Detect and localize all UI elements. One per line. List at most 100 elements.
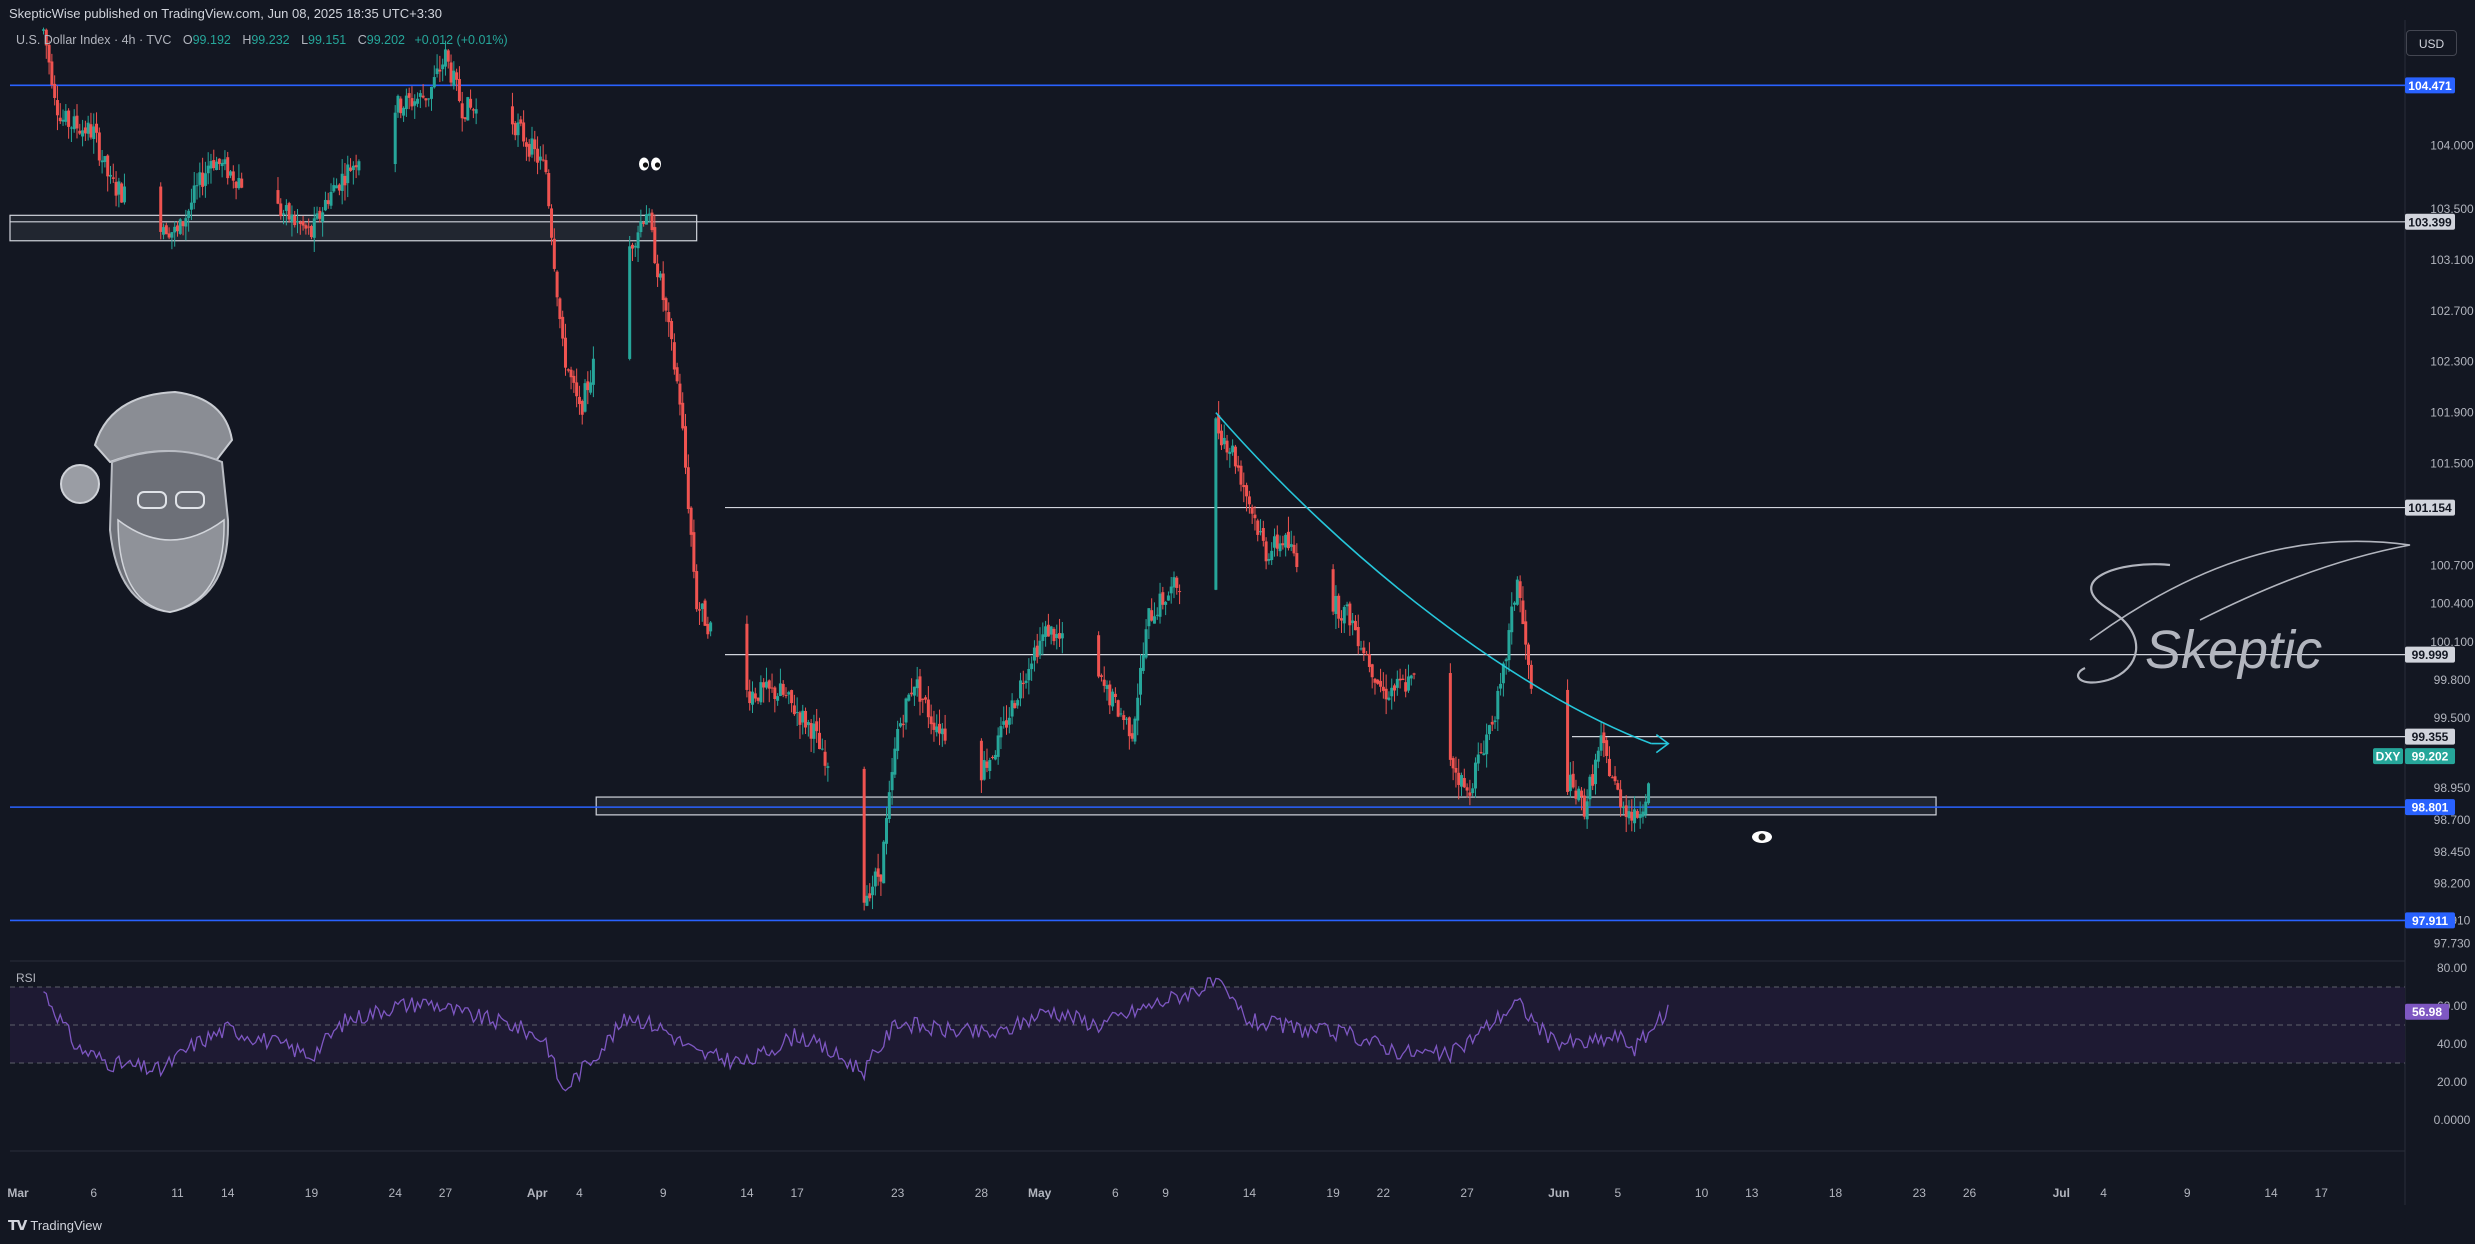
candle-body xyxy=(1219,430,1223,446)
candle xyxy=(1130,724,1134,742)
candle-body xyxy=(661,273,665,301)
candle xyxy=(1261,520,1265,547)
candle-body xyxy=(1169,586,1173,594)
candle-body xyxy=(536,148,540,163)
candle-body xyxy=(181,221,185,227)
price-tick-11: 99.500 xyxy=(2434,711,2471,725)
candle-body xyxy=(884,818,888,844)
candle-body xyxy=(1261,528,1265,541)
candle-body xyxy=(290,214,294,222)
candle xyxy=(653,214,657,265)
candle xyxy=(876,853,880,886)
candle xyxy=(924,695,928,704)
candle-body xyxy=(1150,610,1154,621)
candle xyxy=(421,84,425,99)
candle-body xyxy=(1521,600,1525,625)
candle xyxy=(650,209,654,233)
candle xyxy=(1404,668,1408,698)
signature-logo: Skeptic xyxy=(2077,540,2411,684)
candle xyxy=(1158,582,1162,624)
candle xyxy=(1588,774,1592,807)
candle xyxy=(751,681,755,714)
candle xyxy=(533,130,537,162)
candle xyxy=(513,121,517,141)
candle xyxy=(1454,756,1458,788)
candle-body xyxy=(748,691,752,704)
candle-body xyxy=(938,723,942,734)
candle xyxy=(527,139,531,162)
candle-body xyxy=(1013,703,1017,708)
time-tick-1: 6 xyxy=(90,1186,97,1200)
candle-body xyxy=(69,127,73,129)
candle-body xyxy=(1460,775,1464,787)
price-tick-14: 98.450 xyxy=(2434,845,2471,859)
candle xyxy=(1485,723,1489,768)
candle xyxy=(410,86,414,111)
candle xyxy=(1373,677,1377,695)
candle xyxy=(1281,535,1285,550)
candle-body xyxy=(1507,630,1511,661)
rsi-last-bg xyxy=(2405,1003,2449,1020)
candle xyxy=(296,208,300,234)
candle xyxy=(1292,535,1296,557)
candle xyxy=(826,762,830,782)
candle-body xyxy=(1105,685,1109,689)
candle xyxy=(538,146,542,170)
candle-body xyxy=(759,682,763,703)
candle-body xyxy=(122,186,126,203)
candle xyxy=(92,113,96,154)
candle xyxy=(678,373,682,416)
candle xyxy=(1166,591,1170,601)
candle xyxy=(996,727,1000,765)
candle-body xyxy=(164,225,168,235)
candle xyxy=(753,687,757,703)
candle-body xyxy=(985,761,989,768)
candle-body xyxy=(1482,753,1486,756)
candle-body xyxy=(706,623,710,635)
candle xyxy=(100,149,104,174)
candle xyxy=(1259,519,1263,536)
candle-body xyxy=(58,117,62,122)
candle xyxy=(795,697,799,727)
price-label-3: 99.999 xyxy=(2412,648,2449,662)
candle xyxy=(106,154,110,192)
levels-layer xyxy=(10,84,2405,922)
candle-body xyxy=(1044,626,1048,637)
candle-body xyxy=(776,696,780,701)
candle-body xyxy=(697,609,701,611)
candle xyxy=(83,120,87,141)
candle-body xyxy=(441,64,445,70)
candle xyxy=(340,159,344,205)
candle xyxy=(510,92,514,135)
candle-body xyxy=(787,692,791,695)
candle-body xyxy=(351,165,355,171)
candle xyxy=(943,714,947,745)
candle-body xyxy=(672,342,676,370)
footer-brand[interactable]: 𝗧𝗩 TradingView xyxy=(8,1217,102,1234)
price-tick-12: 98.950 xyxy=(2434,781,2471,795)
currency-button[interactable]: USD xyxy=(2406,30,2457,56)
glasses-left xyxy=(137,491,167,509)
candle xyxy=(64,104,68,126)
price-tick-3: 102.700 xyxy=(2430,304,2474,318)
candle-body xyxy=(630,244,634,249)
candle-body xyxy=(820,748,824,750)
candle xyxy=(173,221,177,247)
candle-body xyxy=(1152,616,1156,624)
candle-body xyxy=(75,115,79,129)
candle xyxy=(1518,575,1522,613)
candle-body xyxy=(108,174,112,177)
top-bar: SkepticWise published on TradingView.com… xyxy=(0,0,2475,24)
candle-body xyxy=(162,227,166,235)
candle-body xyxy=(340,173,344,191)
candle-body xyxy=(901,723,905,726)
candle-body xyxy=(1060,633,1064,639)
candle-body xyxy=(187,210,191,218)
candle xyxy=(1384,674,1388,715)
candle-body xyxy=(1381,686,1385,691)
candle-body xyxy=(298,222,302,224)
candle-body xyxy=(1225,440,1229,453)
candle xyxy=(1125,716,1129,725)
candle-body xyxy=(798,712,802,725)
